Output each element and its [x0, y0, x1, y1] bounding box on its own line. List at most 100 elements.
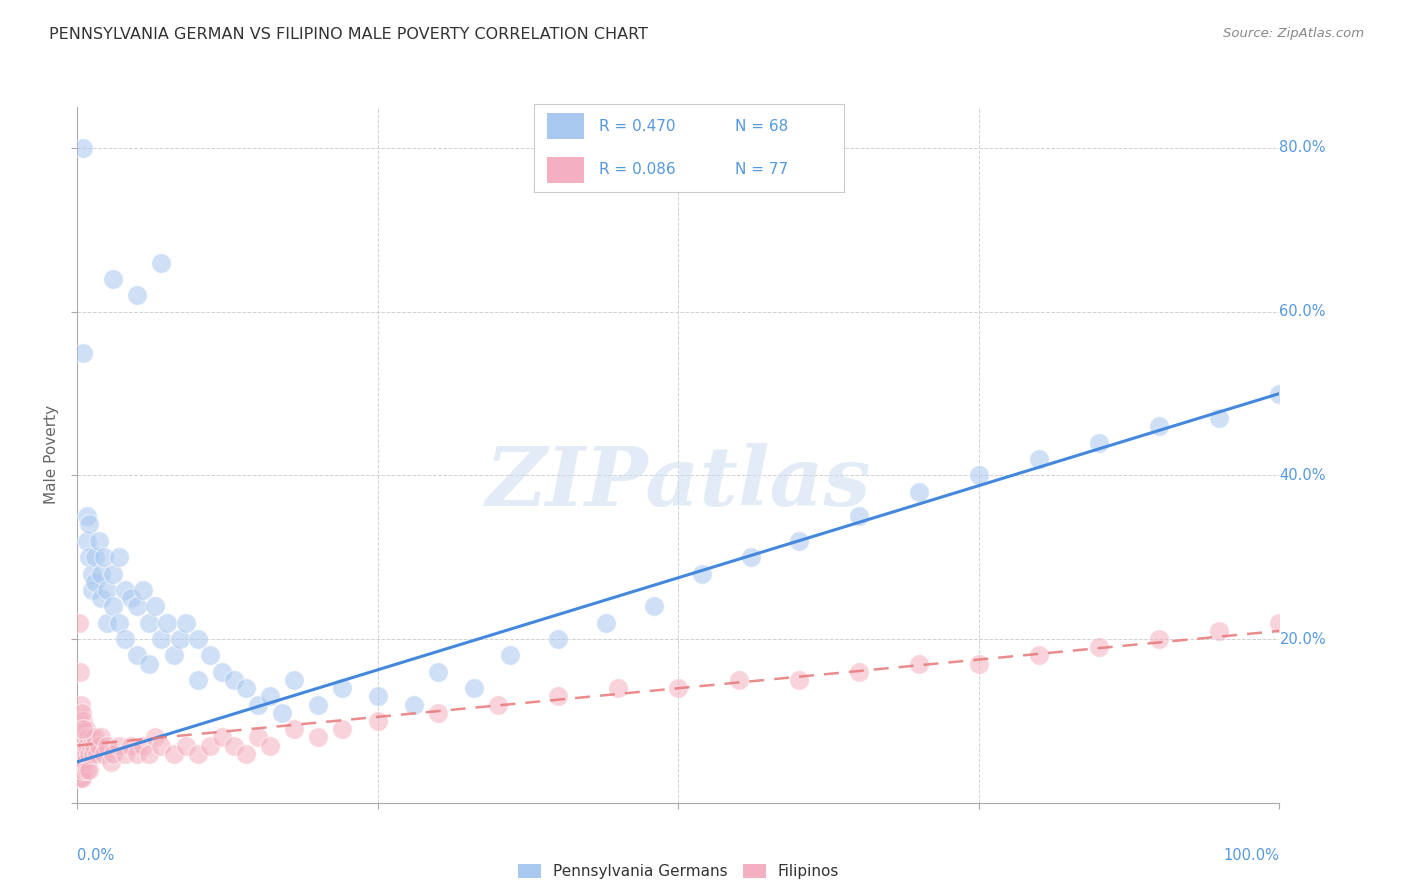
Point	[132, 582, 155, 597]
Point	[740, 550, 762, 565]
Point	[463, 681, 485, 696]
Point	[186, 632, 209, 646]
Point	[1088, 435, 1111, 450]
Point	[367, 690, 389, 704]
Point	[967, 468, 990, 483]
Point	[103, 599, 125, 614]
Text: Source: ZipAtlas.com: Source: ZipAtlas.com	[1223, 27, 1364, 40]
Point	[1208, 411, 1230, 425]
Point	[127, 648, 149, 663]
Point	[86, 747, 108, 761]
Point	[174, 739, 197, 753]
Point	[108, 739, 131, 753]
Point	[162, 747, 184, 761]
Point	[307, 731, 329, 745]
Point	[84, 574, 107, 589]
Point	[169, 632, 191, 646]
Point	[499, 648, 522, 663]
Point	[283, 673, 305, 687]
Text: 0.0%: 0.0%	[77, 848, 114, 863]
Point	[235, 681, 257, 696]
Point	[69, 747, 91, 761]
Point	[145, 731, 167, 745]
Point	[138, 657, 160, 671]
Point	[84, 550, 107, 565]
Point	[235, 747, 257, 761]
Point	[211, 665, 233, 679]
Point	[138, 615, 160, 630]
Point	[72, 739, 94, 753]
Point	[162, 648, 184, 663]
Point	[222, 673, 245, 687]
Point	[607, 681, 630, 696]
Point	[72, 141, 94, 155]
Point	[84, 731, 107, 745]
Point	[69, 763, 91, 777]
Point	[138, 747, 160, 761]
Point	[427, 665, 450, 679]
Point	[120, 591, 142, 606]
Point	[127, 288, 149, 302]
Point	[103, 747, 125, 761]
Point	[69, 714, 91, 728]
Bar	[547, 113, 583, 139]
Point	[80, 731, 103, 745]
Point	[90, 731, 112, 745]
Point	[73, 755, 96, 769]
Point	[114, 747, 136, 761]
Point	[79, 747, 101, 761]
Point	[70, 771, 93, 785]
Point	[259, 739, 281, 753]
Point	[150, 632, 173, 646]
Point	[1268, 615, 1291, 630]
Point	[120, 739, 142, 753]
Point	[1149, 632, 1171, 646]
Point	[108, 615, 131, 630]
Point	[547, 632, 569, 646]
Point	[1028, 648, 1050, 663]
Text: R = 0.086: R = 0.086	[599, 162, 676, 177]
Point	[103, 566, 125, 581]
Point	[668, 681, 690, 696]
Text: 20.0%: 20.0%	[1279, 632, 1326, 647]
Text: 100.0%: 100.0%	[1223, 848, 1279, 863]
Point	[132, 739, 155, 753]
Point	[77, 731, 100, 745]
Point	[547, 690, 569, 704]
Point	[787, 533, 810, 548]
Legend: Pennsylvania Germans, Filipinos: Pennsylvania Germans, Filipinos	[512, 858, 845, 886]
Point	[75, 747, 97, 761]
Text: 80.0%: 80.0%	[1279, 140, 1326, 155]
Point	[72, 763, 94, 777]
Point	[108, 550, 131, 565]
Point	[174, 615, 197, 630]
Point	[72, 722, 94, 736]
Point	[486, 698, 509, 712]
Point	[270, 706, 292, 720]
Point	[1149, 419, 1171, 434]
Point	[79, 763, 101, 777]
Point	[70, 706, 93, 720]
Point	[70, 731, 93, 745]
Point	[1208, 624, 1230, 638]
Point	[222, 739, 245, 753]
Point	[307, 698, 329, 712]
Y-axis label: Male Poverty: Male Poverty	[44, 405, 59, 505]
Text: R = 0.470: R = 0.470	[599, 120, 676, 134]
Point	[79, 739, 101, 753]
Point	[69, 665, 91, 679]
Point	[908, 657, 931, 671]
Point	[70, 698, 93, 712]
Point	[100, 755, 122, 769]
Point	[76, 763, 98, 777]
Point	[93, 747, 115, 761]
Point	[367, 714, 389, 728]
Point	[96, 739, 118, 753]
Point	[79, 517, 101, 532]
Text: PENNSYLVANIA GERMAN VS FILIPINO MALE POVERTY CORRELATION CHART: PENNSYLVANIA GERMAN VS FILIPINO MALE POV…	[49, 27, 648, 42]
Point	[114, 582, 136, 597]
Point	[76, 509, 98, 524]
Point	[73, 731, 96, 745]
Point	[246, 698, 269, 712]
Point	[75, 722, 97, 736]
